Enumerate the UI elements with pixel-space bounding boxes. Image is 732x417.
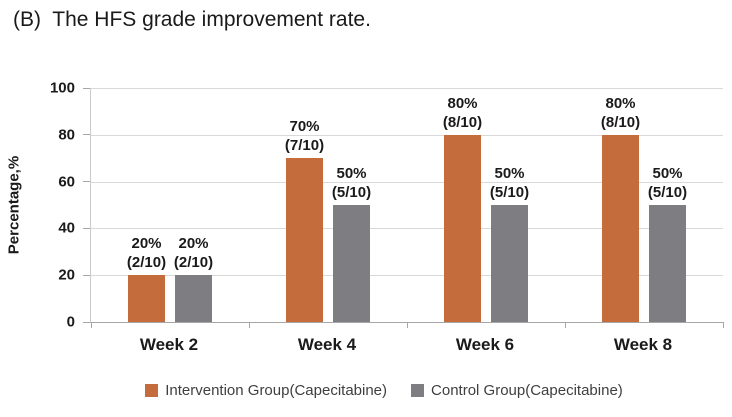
x-category-label: Week 4 — [297, 335, 357, 354]
y-tick-mark — [83, 87, 90, 89]
bar-value-line: (2/10) — [126, 254, 167, 272]
intervention-bar: 80% (8/10) — [601, 95, 640, 322]
x-category-label: Week 6 — [455, 335, 515, 354]
category-group: 80% (8/10) 50% (5/10) — [565, 88, 723, 322]
bar-column: 50% (5/10) — [332, 88, 371, 322]
intervention-swatch-icon — [145, 384, 159, 397]
bar-column: 50% (5/10) — [648, 88, 687, 322]
x-tick-mark — [564, 322, 566, 328]
bar-value-line: 50% — [494, 165, 525, 182]
y-tick-mark — [83, 134, 90, 136]
gridline — [91, 134, 723, 136]
category-row: 20% (2/10) 20% (2/10) 70% (7/10) 50% (5/10) 80%(… — [91, 88, 723, 322]
bar-value-line: (7/10) — [284, 137, 325, 155]
bar-value-label: 20% (2/10) — [174, 234, 213, 272]
bar-column: 70% (7/10) — [285, 88, 324, 322]
bar-column: 80% (8/10) — [443, 88, 482, 322]
gridline — [91, 181, 723, 183]
control-bar: 20% (2/10) — [174, 235, 213, 322]
bar-value-label: 50% (5/10) — [648, 164, 687, 202]
plot-area: 20% (2/10) 20% (2/10) 70% (7/10) 50% (5/10) 80%(… — [90, 88, 724, 328]
y-tick-label: 80 — [58, 126, 75, 144]
control-bar: 50% (5/10) — [648, 165, 687, 322]
bar-value-line: 50% — [652, 165, 683, 182]
bar-value-label: 80% (8/10) — [443, 94, 482, 132]
bar-value-line: 20% — [178, 235, 209, 253]
y-tick-label: 40 — [58, 219, 75, 237]
bar-value-label: 50% (5/10) — [332, 164, 371, 202]
y-tick-label: 0 — [66, 313, 75, 331]
bar-column: 80% (8/10) — [601, 88, 640, 322]
control-bar: 50% (5/10) — [490, 165, 529, 322]
bar-value-line: 70% — [289, 118, 320, 136]
bar-value-line: (5/10) — [331, 184, 372, 201]
gridline — [91, 88, 723, 89]
legend-item-intervention: Intervention Group(Capecitabine) — [145, 382, 387, 399]
bar-value-line: 80% — [605, 94, 636, 112]
bar-value-line: (8/10) — [600, 113, 641, 131]
legend: Intervention Group(Capecitabine) Control… — [0, 382, 732, 399]
x-category-label: Week 2 — [139, 335, 199, 354]
bar-value-label: 70% (7/10) — [285, 117, 324, 155]
legend-item-control: Control Group(Capecitabine) — [411, 382, 623, 399]
category-group: 80% (8/10) 50% (5/10) — [407, 88, 565, 322]
x-category-label: Week 8 — [613, 335, 673, 354]
intervention-bar: 20% (2/10) — [127, 235, 166, 322]
bar-value-line: (8/10) — [442, 113, 483, 131]
bar-value-line: (5/10) — [647, 184, 688, 201]
category-group: 20% (2/10) 20% (2/10) — [91, 88, 249, 322]
x-tick-mark — [90, 322, 92, 328]
y-tick-mark — [83, 181, 90, 183]
control-swatch-icon — [411, 384, 425, 397]
bar-value-line: 20% — [131, 235, 162, 253]
chart-title: (B) The HFS grade improvement rate. — [13, 8, 371, 31]
bar-value-line: 80% — [447, 94, 478, 112]
x-tick-mark — [406, 322, 408, 328]
y-tick-mark — [83, 274, 90, 276]
bar-value-line: 50% — [336, 165, 367, 182]
gridline — [91, 275, 723, 277]
x-tick-mark — [722, 322, 724, 328]
category-group: 70% (7/10) 50% (5/10) — [249, 88, 407, 322]
bar-value-label: 50% (5/10) — [490, 164, 529, 202]
control-bar: 50% (5/10) — [332, 165, 371, 322]
y-axis-ticks: 0 20 40 60 80 100 — [0, 81, 90, 330]
y-tick-mark — [83, 321, 90, 323]
x-axis-labels: Week 2 Week 4 Week 6 Week 8 — [90, 335, 722, 355]
bar-value-label: 80% (8/10) — [601, 94, 640, 132]
bar-column: 50% (5/10) — [490, 88, 529, 322]
y-tick-label: 20 — [58, 266, 75, 284]
legend-label-intervention: Intervention Group(Capecitabine) — [165, 382, 388, 399]
bar-column: 20% (2/10) — [127, 88, 166, 322]
bar-value-line: (2/10) — [173, 254, 214, 272]
y-tick-mark — [83, 227, 90, 229]
y-tick-label: 60 — [58, 173, 75, 191]
intervention-bar: 70% (7/10) — [285, 118, 324, 322]
legend-label-control: Control Group(Capecitabine) — [431, 382, 623, 399]
gridline — [91, 228, 723, 230]
y-tick-label: 100 — [49, 79, 75, 97]
x-tick-mark — [248, 322, 250, 328]
intervention-bar: 80% (8/10) — [443, 95, 482, 322]
bar-value-line: (5/10) — [489, 184, 530, 201]
bar-value-label: 20% (2/10) — [127, 234, 166, 272]
bar-column: 20% (2/10) — [174, 88, 213, 322]
